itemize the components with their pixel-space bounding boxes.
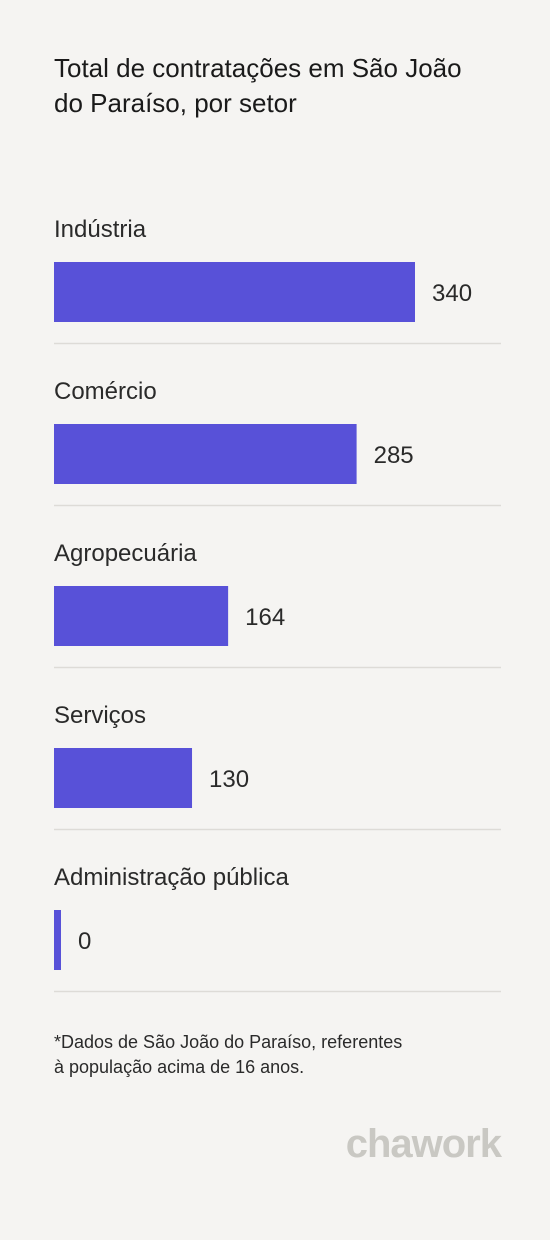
category-label: Indústria <box>54 216 147 243</box>
bar <box>54 262 415 322</box>
value-label: 285 <box>374 442 414 469</box>
bar <box>54 586 229 646</box>
brand-logo: chawork <box>345 1122 502 1166</box>
footnote: *Dados de São João do Paraíso, referente… <box>54 1030 494 1080</box>
bar-chart: Indústria 340 Comércio 285 Agropecuária 164 Se… <box>54 216 501 993</box>
category-label: Serviços <box>54 702 146 729</box>
value-label: 0 <box>78 928 91 955</box>
chart-title: Total de contratações em São João do Par… <box>54 53 462 118</box>
bar <box>54 748 193 808</box>
footnote-line-2: à população acima de 16 anos. <box>54 1057 305 1077</box>
bar <box>54 910 61 970</box>
value-label: 340 <box>432 280 472 307</box>
footnote-line-1: *Dados de São João do Paraíso, referente… <box>54 1032 403 1052</box>
value-label: 130 <box>209 766 249 793</box>
category-label: Comércio <box>54 378 157 405</box>
category-label: Administração pública <box>54 864 289 891</box>
value-label: 164 <box>245 604 285 631</box>
bar <box>54 424 357 484</box>
category-label: Agropecuária <box>54 540 197 567</box>
